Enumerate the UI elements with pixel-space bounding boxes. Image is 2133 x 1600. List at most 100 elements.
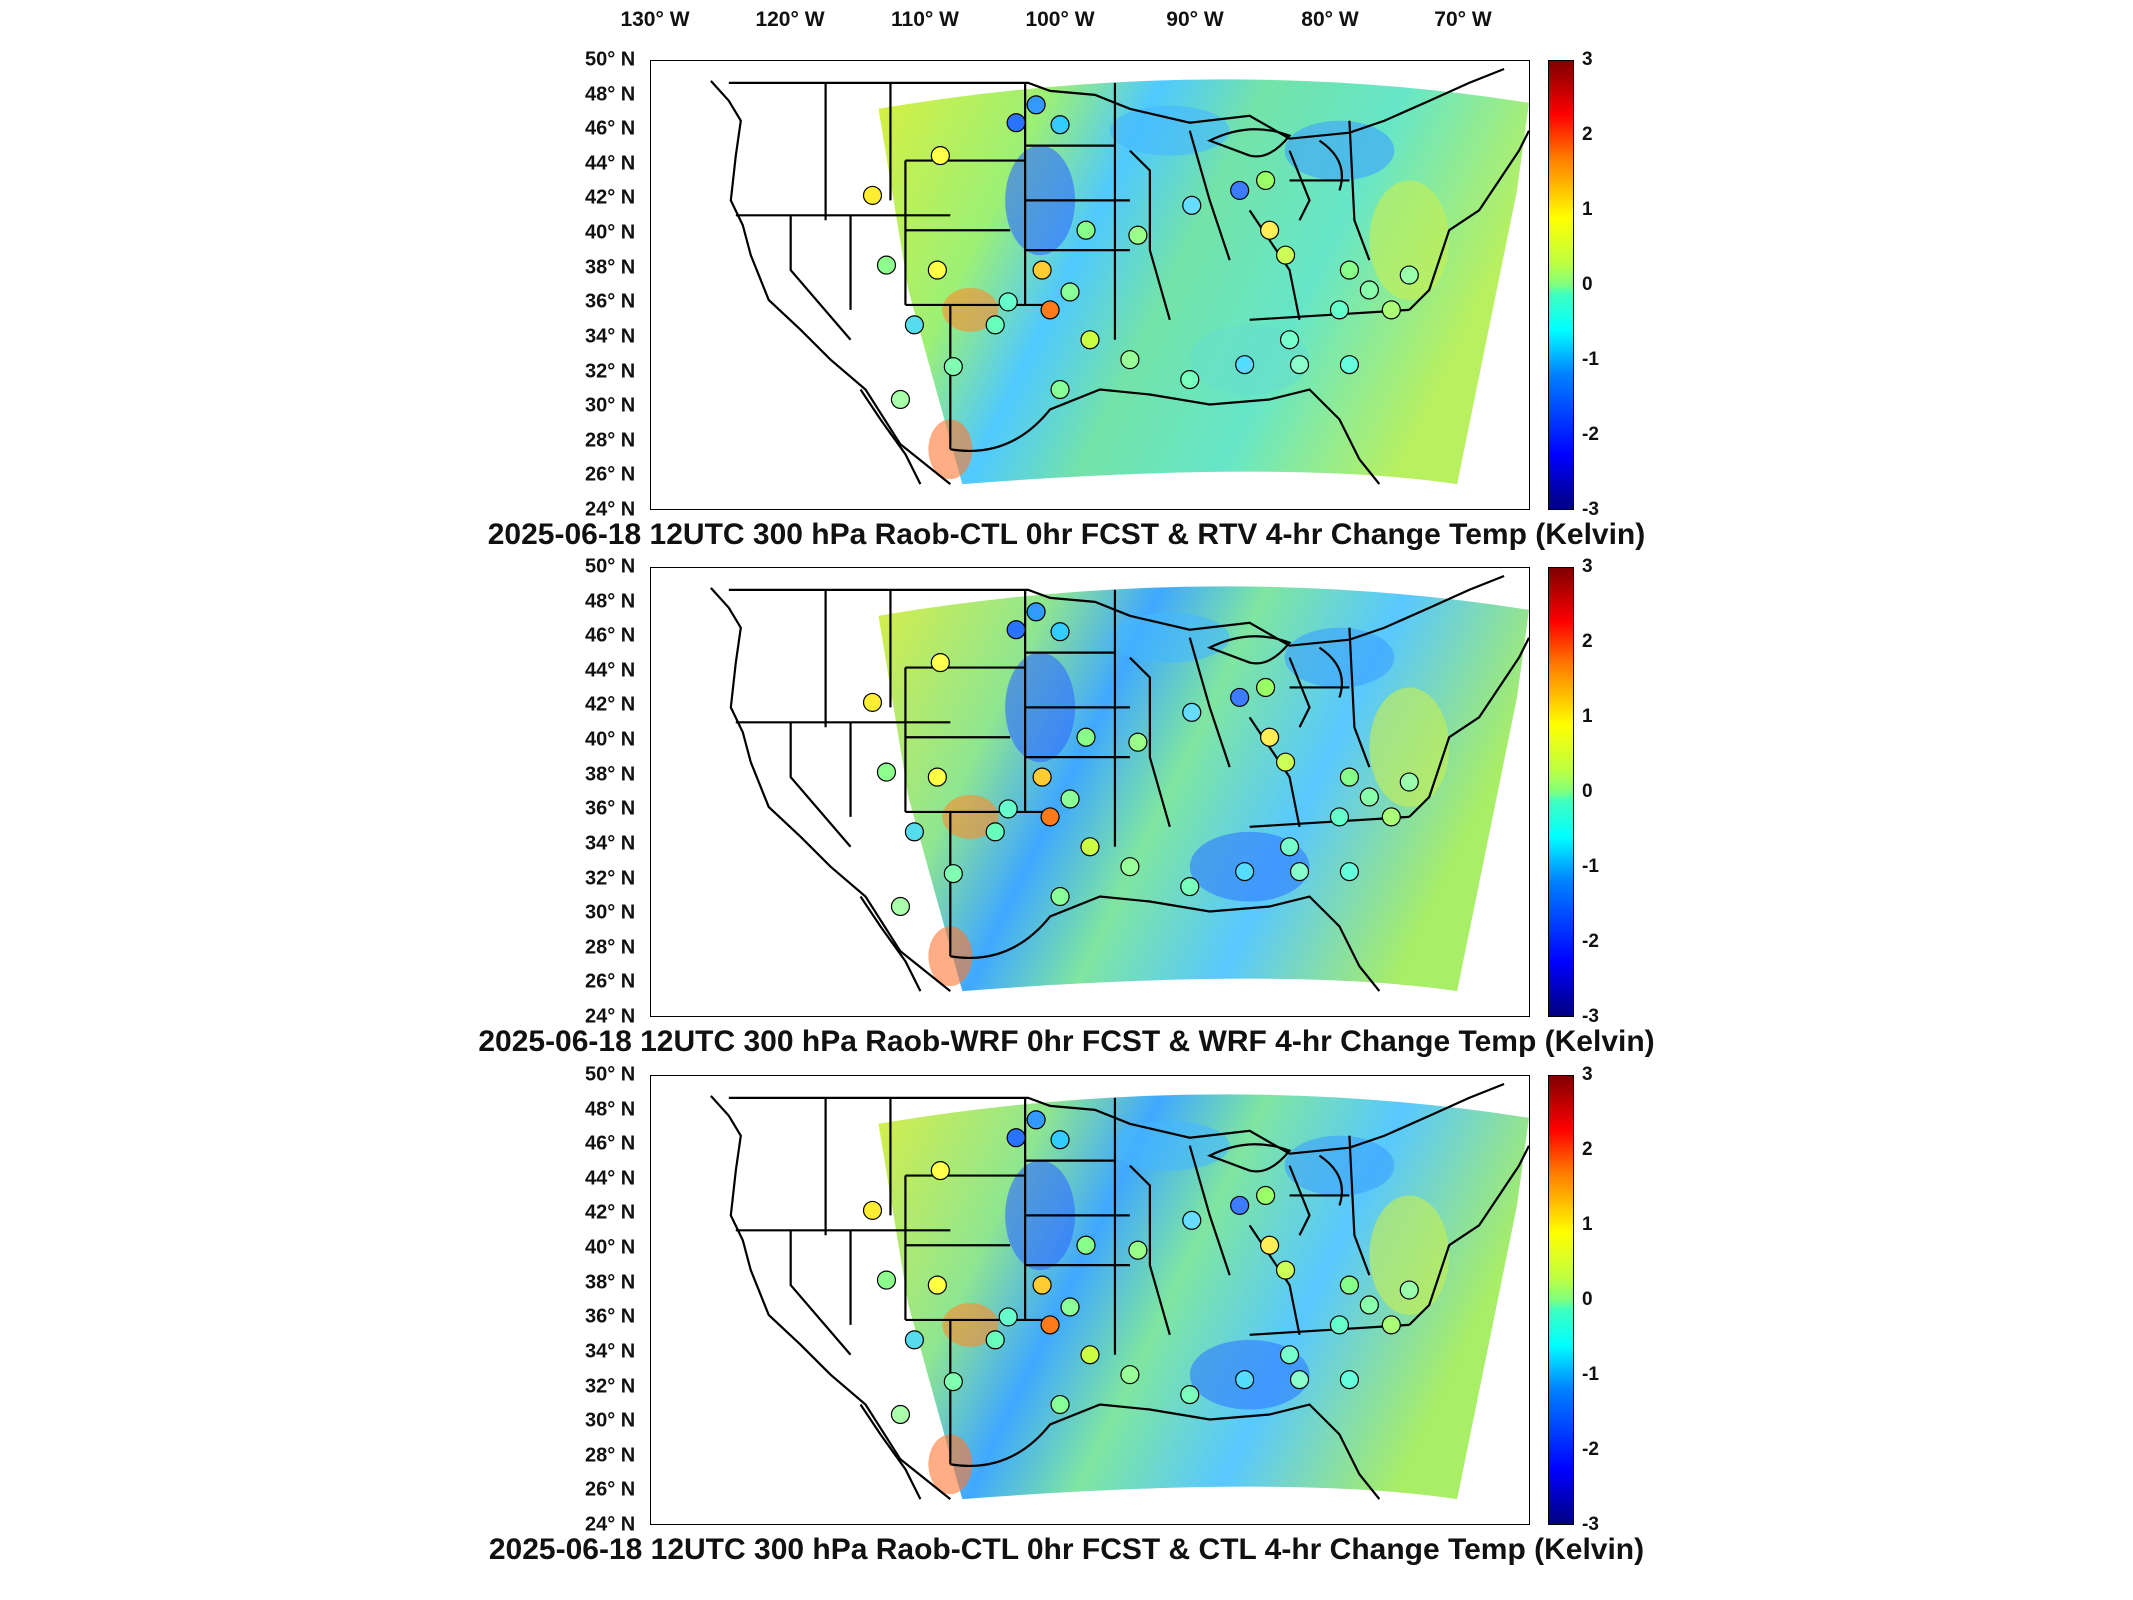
raob-station-marker (1230, 1195, 1250, 1215)
raob-station-marker (1289, 862, 1310, 882)
raob-station-marker (1260, 727, 1280, 747)
colorbar-tick-label: 3 (1582, 556, 1593, 577)
lon-label: 130° W (620, 8, 690, 31)
lon-label: 100° W (1025, 8, 1095, 31)
colorbar-tick-label: 0 (1582, 781, 1593, 802)
boundary-line (1129, 627, 1410, 828)
raob-station-marker (1032, 260, 1052, 280)
boundary-line (1206, 1143, 1344, 1236)
raob-station-marker (1120, 1365, 1140, 1385)
raob-station-marker (1260, 1235, 1280, 1255)
raob-station-marker (1006, 620, 1026, 640)
colorbar-tick-label: -1 (1582, 349, 1599, 370)
raob-station-marker (998, 292, 1018, 312)
lat-label: 50° N (585, 555, 636, 578)
anomaly-region (1284, 1135, 1395, 1196)
raob-station-marker (930, 146, 950, 166)
boundary-line (728, 1082, 1505, 1155)
anomaly-region (1369, 180, 1450, 300)
raob-station-marker (943, 357, 963, 377)
boundary-line (735, 589, 1051, 957)
lat-label: 30° N (585, 901, 636, 924)
raob-station-marker (904, 822, 924, 842)
raob-station-marker (1256, 1185, 1276, 1206)
colorbar-tick-label: 3 (1582, 1064, 1593, 1085)
lat-label: 50° N (585, 48, 636, 71)
lat-label: 44° N (585, 1167, 636, 1190)
raob-station-marker (943, 864, 963, 884)
raob-station-marker (930, 1161, 950, 1181)
raob-station-marker (1026, 1110, 1046, 1130)
raob-station-marker (1180, 877, 1200, 897)
boundary-line (1408, 637, 1529, 818)
raob-station-marker (1339, 862, 1359, 882)
lon-label: 120° W (755, 8, 825, 31)
raob-station-marker (1120, 857, 1140, 877)
raob-station-marker (985, 1330, 1005, 1350)
boundary-line (728, 574, 1505, 647)
lat-label: 38° N (585, 763, 636, 786)
raob-station-marker (1339, 355, 1359, 375)
raob-station-marker (1329, 300, 1350, 320)
colorbar-tick-label: -1 (1582, 856, 1599, 877)
lat-label: 40° N (585, 728, 636, 751)
raob-station-marker (904, 315, 924, 335)
boundary-line (1129, 120, 1410, 321)
raob-station-marker (927, 1275, 947, 1295)
raob-station-marker (1040, 807, 1060, 827)
lat-label: 50° N (585, 1063, 636, 1086)
colorbar (1548, 567, 1574, 1017)
raob-station-marker (1289, 355, 1310, 375)
raob-station-marker (1235, 862, 1255, 882)
raob-station-marker (1080, 1345, 1100, 1365)
raob-station-marker (1050, 622, 1070, 642)
map-svg (710, 1082, 1529, 1500)
raob-station-marker (890, 1404, 911, 1425)
raob-station-marker (1060, 1297, 1080, 1317)
lat-label: 28° N (585, 429, 636, 452)
colorbar-tick-label: 0 (1582, 1289, 1593, 1310)
anomaly-region (942, 287, 999, 332)
boundary-line (1024, 1097, 1130, 1355)
raob-station-marker (1275, 752, 1296, 772)
lat-label: 46° N (585, 1132, 636, 1155)
boundary-line (1206, 635, 1344, 728)
raob-station-marker (862, 1200, 883, 1220)
lat-label: 26° N (585, 1478, 636, 1501)
colorbar-tick-label: -1 (1582, 1364, 1599, 1385)
raob-station-marker (1128, 732, 1148, 752)
raob-station-marker (1050, 1394, 1070, 1415)
lat-label: 24° N (585, 1513, 636, 1536)
raob-station-marker (1256, 170, 1276, 191)
boundary-line (710, 587, 952, 992)
raob-station-marker (1050, 115, 1070, 135)
raob-station-marker (1260, 220, 1280, 240)
anomaly-region (1284, 120, 1395, 181)
raob-station-marker (1060, 789, 1080, 809)
raob-station-marker (1399, 1280, 1419, 1300)
lon-label: 110° W (891, 8, 959, 31)
anomaly-region (1109, 105, 1230, 156)
raob-station-marker (1026, 602, 1046, 622)
raob-station-marker (1128, 1240, 1148, 1260)
lat-label: 32° N (585, 360, 636, 383)
map-svg (710, 67, 1529, 485)
raob-station-marker (1329, 807, 1350, 827)
lat-label: 34° N (585, 1340, 636, 1363)
lat-label: 48° N (585, 590, 636, 613)
raob-station-marker (1399, 265, 1419, 285)
raob-station-marker (1128, 225, 1148, 245)
raob-station-marker (876, 1270, 897, 1290)
raob-station-marker (1359, 280, 1379, 300)
raob-station-marker (1180, 1385, 1200, 1405)
raob-station-marker (1256, 677, 1276, 698)
colorbar-tick-label: -2 (1582, 1439, 1599, 1460)
lat-label: 24° N (585, 1005, 636, 1028)
raob-station-marker (1032, 767, 1052, 787)
raob-station-marker (1050, 886, 1070, 907)
raob-station-marker (1329, 1315, 1350, 1335)
map-frame (650, 60, 1530, 510)
raob-station-marker (985, 315, 1005, 335)
lat-label: 34° N (585, 832, 636, 855)
boundary-line (1024, 589, 1130, 847)
